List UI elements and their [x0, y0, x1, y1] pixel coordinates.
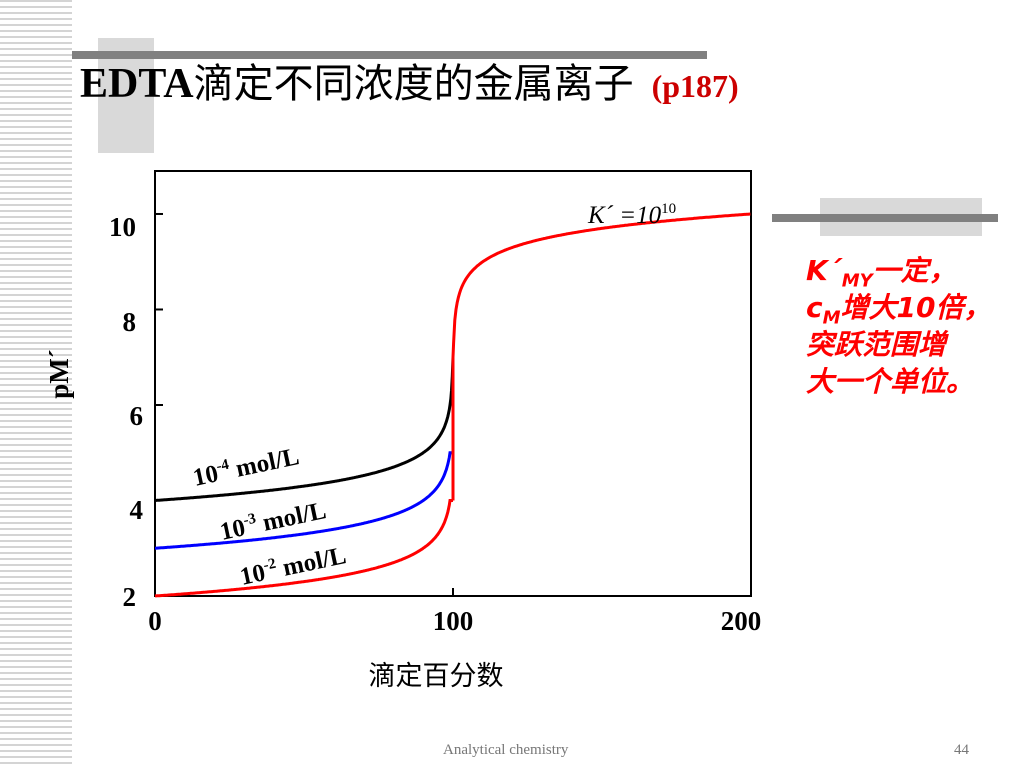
k-annotation-main: K´ =10 — [587, 202, 662, 229]
x-tick-label: 0 — [148, 606, 162, 636]
note-line-1-text: 一定， — [872, 254, 957, 287]
k-annotation: K´ =1010 — [587, 201, 676, 229]
series-label-exponent: -3 — [242, 511, 258, 529]
series-label-base: 10 — [218, 514, 248, 546]
note-k-symbol: K´ — [806, 254, 842, 287]
title-latin: EDTA — [80, 61, 194, 107]
note-line-4: 大一个单位。 — [806, 365, 975, 398]
note-line-1: K´MY一定， — [806, 252, 992, 292]
slide-title: EDTA滴定不同浓度的金属离子 (p187) — [80, 58, 739, 112]
note-line-2-text: 增大10倍， — [840, 291, 992, 324]
y-tick-label: 6 — [130, 401, 144, 431]
title-decoration-line — [72, 51, 707, 59]
note-k-subscript: MY — [841, 270, 873, 292]
note-line-3: 突跃范围增 — [806, 328, 947, 361]
series-label-exponent: -4 — [215, 457, 231, 475]
x-axis-label: 滴定百分数 — [369, 661, 504, 692]
note-decoration-line — [772, 214, 998, 222]
series-label-base: 10 — [191, 460, 221, 492]
side-note: K´MY一定， cM增大10倍， 突跃范围增 大一个单位。 — [806, 252, 992, 400]
series-label-base: 10 — [238, 559, 268, 591]
title-chinese: 滴定不同浓度的金属离子 — [193, 61, 634, 107]
y-tick-label: 10 — [109, 212, 136, 242]
x-tick-label: 100 — [433, 606, 474, 636]
series-label-exponent: -2 — [262, 556, 278, 574]
title-page-reference: (p187) — [651, 68, 739, 104]
curve-1e-4-mol-per-l — [154, 357, 455, 502]
x-tick-label: 200 — [721, 606, 762, 636]
y-tick-label: 2 — [123, 582, 137, 612]
y-tick-label: 4 — [130, 495, 144, 525]
k-annotation-exponent: 10 — [661, 201, 676, 217]
note-line-2: cM增大10倍， — [806, 289, 992, 329]
page-number: 44 — [954, 742, 969, 758]
footer-text: Analytical chemistry — [443, 742, 569, 758]
curves — [154, 212, 751, 598]
y-axis-label: pM´ — [44, 349, 74, 399]
decorative-stripes — [0, 0, 72, 768]
note-c-subscript: M — [822, 307, 841, 329]
note-c-symbol: c — [806, 291, 823, 324]
y-tick-label: 8 — [123, 307, 137, 337]
curve-post-equivalence — [451, 212, 751, 501]
curve-1e-2-mol-per-l — [154, 499, 453, 598]
curve-1e-3-mol-per-l — [155, 451, 453, 550]
